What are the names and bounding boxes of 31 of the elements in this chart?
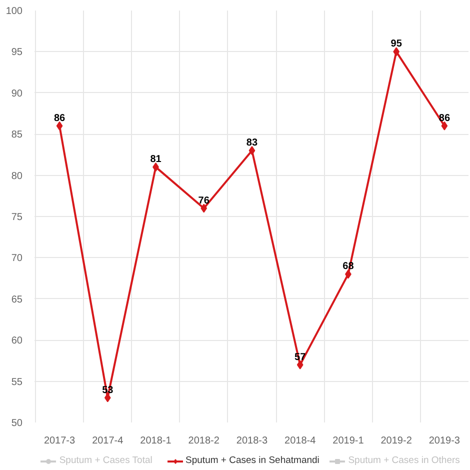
y-tick-label: 100 [6,6,23,17]
y-tick-label: 65 [11,294,23,306]
y-tick-label: 80 [11,170,23,182]
x-tick-label: 2019-1 [332,436,364,446]
data-label: 86 [54,112,66,124]
x-tick-label: 2018-2 [188,436,220,446]
x-tick-label: 2019-2 [380,436,412,446]
data-label: 76 [198,195,210,206]
y-tick-label: 85 [11,130,23,141]
y-tick-label: 75 [11,212,23,223]
y-tick-label: 95 [11,47,23,58]
point [248,146,256,156]
y-tick-label: 55 [11,376,23,388]
y-tick-label: 50 [11,418,23,429]
x-tick-label: 2018-1 [140,436,172,446]
data-label: 83 [246,138,258,149]
y-tick-label: 60 [11,336,23,347]
x-tick-label: 2017-4 [92,436,124,446]
x-tick-label: 2019-3 [428,436,460,446]
legend-label: Sputum + Cases in Others [348,455,460,466]
x-tick-label: 2018-3 [236,436,268,446]
data-label: 81 [150,154,162,166]
x-tick-label: 2017-3 [44,436,76,446]
data-label: 95 [390,38,402,50]
y-tick-label: 70 [11,253,23,264]
point [56,121,63,130]
x-tick-label: 2018-4 [284,436,316,446]
y-tick-label: 90 [11,88,23,100]
point [200,204,208,213]
legend-label: Sputum + Cases in Sehatmandi [186,455,320,466]
legend-label: Sputum + Cases Total [59,455,152,466]
